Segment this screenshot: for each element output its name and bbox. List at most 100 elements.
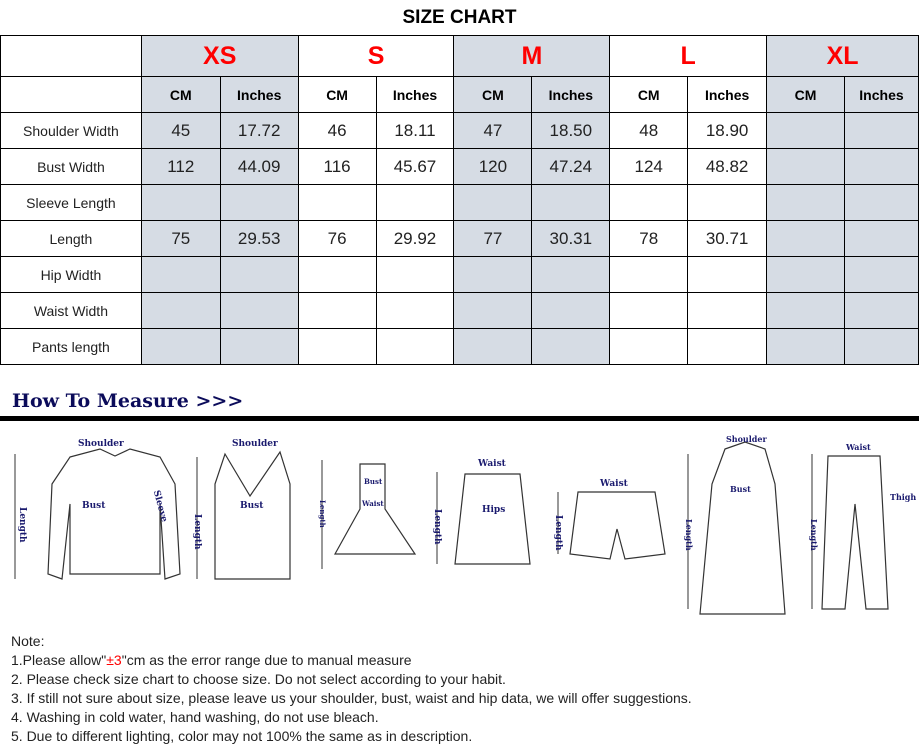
size-xl: XL	[766, 35, 919, 77]
unit-header-cm: CM	[766, 76, 845, 113]
table-cell	[453, 256, 533, 293]
divider	[0, 416, 919, 421]
notes: Note: 1.Please allow"±3"cm as the error …	[11, 632, 692, 746]
table-cell	[843, 256, 919, 293]
table-row: Sleeve Length	[0, 184, 919, 221]
table-cell	[375, 256, 455, 293]
shoulder-label: Shoulder	[232, 439, 278, 449]
table-row: Bust Width 112 44.09 116 45.67 120 47.24 124 48.…	[0, 148, 919, 185]
table-cell	[297, 256, 377, 293]
table-cell: 124	[609, 148, 689, 185]
measurement-illustrations: Length Shoulder Bust Sleeve Length Shoul…	[14, 434, 916, 615]
table-cell	[766, 184, 845, 221]
unit-header-inches: Inches	[375, 76, 455, 113]
row-label: Hip Width	[0, 256, 142, 293]
table-cell	[531, 328, 611, 365]
table-cell	[219, 292, 299, 329]
size-s: S	[297, 35, 455, 77]
unit-header-cm: CM	[140, 76, 221, 113]
table-cell	[843, 292, 919, 329]
table-row: Pants length	[0, 328, 919, 365]
table-cell: 78	[609, 220, 689, 257]
table-cell	[219, 184, 299, 221]
size-m: M	[453, 35, 611, 77]
note-2: 2. Please check size chart to choose siz…	[11, 671, 506, 687]
table-cell: 18.90	[687, 112, 768, 149]
error-range: ±3	[106, 652, 122, 668]
table-cell	[843, 112, 919, 149]
table-cell: 29.53	[219, 220, 299, 257]
table-cell	[766, 256, 845, 293]
length-label: Length	[553, 515, 563, 551]
table-cell	[297, 328, 377, 365]
table-cell: 47	[453, 112, 533, 149]
table-cell	[219, 256, 299, 293]
row-label: Length	[0, 220, 142, 257]
unit-header-row: CM Inches CM Inches CM Inches CM Inches CM Inches	[0, 76, 919, 113]
length-label: Length	[684, 519, 694, 551]
table-cell	[531, 256, 611, 293]
table-row: Hip Width	[0, 256, 919, 293]
waist-label: Waist	[845, 442, 871, 452]
table-cell: 18.50	[531, 112, 611, 149]
table-cell	[531, 292, 611, 329]
bust-label: Bust	[730, 484, 751, 494]
how-to-measure-heading: How To Measure >>>	[12, 390, 244, 412]
note-4: 4. Washing in cold water, hand washing, …	[11, 709, 379, 725]
corner-cell	[0, 76, 142, 113]
length-label: Length	[809, 519, 819, 551]
table-cell: 18.11	[375, 112, 455, 149]
table-cell	[687, 184, 768, 221]
table-cell	[453, 292, 533, 329]
table-cell	[453, 184, 533, 221]
table-cell: 112	[140, 148, 221, 185]
table-cell	[766, 148, 845, 185]
table-cell: 48	[609, 112, 689, 149]
row-label: Sleeve Length	[0, 184, 142, 221]
table-cell	[140, 184, 221, 221]
table-cell	[687, 256, 768, 293]
table-cell	[375, 184, 455, 221]
table-cell: 77	[453, 220, 533, 257]
size-l: L	[609, 35, 768, 77]
table-cell	[297, 184, 377, 221]
skirt-illustration: Length Waist Hips	[432, 459, 531, 565]
hips-label: Hips	[482, 505, 505, 515]
length-label: Length	[432, 509, 442, 545]
notes-heading: Note:	[11, 633, 45, 649]
bust-label: Bust	[82, 501, 106, 511]
table-cell	[843, 184, 919, 221]
note-5: 5. Due to different lighting, color may …	[11, 728, 473, 744]
note-1-text: 1.Please allow"	[11, 652, 107, 668]
size-table: XS S M L XL CM Inches CM Inches CM Inches CM In…	[0, 35, 919, 365]
tank-top-illustration: Length Shoulder Bust	[192, 439, 291, 580]
table-cell	[531, 184, 611, 221]
table-cell: 30.31	[531, 220, 611, 257]
table-row: Shoulder Width 45 17.72 46 18.11 47 18.50 48 18.…	[0, 112, 919, 149]
waist-label: Waist	[599, 479, 629, 489]
table-cell: 116	[297, 148, 377, 185]
shorts-illustration: Length Waist	[553, 479, 666, 560]
table-cell: 47.24	[531, 148, 611, 185]
page-title: SIZE CHART	[402, 7, 517, 28]
table-cell: 48.82	[687, 148, 768, 185]
table-cell: 75	[140, 220, 221, 257]
table-cell	[766, 328, 845, 365]
table-cell	[609, 328, 689, 365]
size-header-row: XS S M L XL	[0, 35, 919, 77]
table-cell	[843, 148, 919, 185]
table-cell: 46	[297, 112, 377, 149]
note-1: 1.Please allow"±3"cm as the error range …	[11, 651, 692, 670]
length-label: Length	[192, 514, 202, 550]
row-label: Shoulder Width	[0, 112, 142, 149]
table-cell: 45	[140, 112, 221, 149]
size-xs: XS	[140, 35, 299, 77]
table-cell: 30.71	[687, 220, 768, 257]
table-cell: 45.67	[375, 148, 455, 185]
dress-illustration: Length Bust Waist	[318, 460, 417, 569]
length-label: Length	[17, 507, 27, 543]
unit-header-cm: CM	[609, 76, 689, 113]
table-cell	[140, 292, 221, 329]
unit-header-inches: Inches	[219, 76, 299, 113]
